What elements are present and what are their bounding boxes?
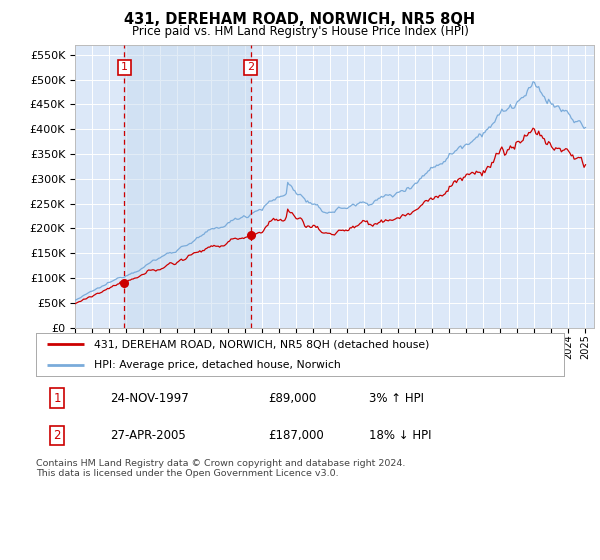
Text: 1: 1 bbox=[53, 391, 61, 405]
Text: 18% ↓ HPI: 18% ↓ HPI bbox=[368, 429, 431, 442]
Text: £89,000: £89,000 bbox=[268, 391, 317, 405]
Text: 24-NOV-1997: 24-NOV-1997 bbox=[110, 391, 188, 405]
Text: 431, DEREHAM ROAD, NORWICH, NR5 8QH: 431, DEREHAM ROAD, NORWICH, NR5 8QH bbox=[124, 12, 476, 27]
Text: HPI: Average price, detached house, Norwich: HPI: Average price, detached house, Norw… bbox=[94, 360, 341, 370]
Text: Price paid vs. HM Land Registry's House Price Index (HPI): Price paid vs. HM Land Registry's House … bbox=[131, 25, 469, 38]
Text: 431, DEREHAM ROAD, NORWICH, NR5 8QH (detached house): 431, DEREHAM ROAD, NORWICH, NR5 8QH (det… bbox=[94, 339, 430, 349]
Text: 1: 1 bbox=[121, 62, 128, 72]
Text: £187,000: £187,000 bbox=[268, 429, 324, 442]
Text: 27-APR-2005: 27-APR-2005 bbox=[110, 429, 185, 442]
Text: 3% ↑ HPI: 3% ↑ HPI bbox=[368, 391, 424, 405]
Text: Contains HM Land Registry data © Crown copyright and database right 2024.
This d: Contains HM Land Registry data © Crown c… bbox=[36, 459, 406, 478]
Bar bbox=[124, 45, 251, 328]
Text: 2: 2 bbox=[53, 429, 61, 442]
Text: 2: 2 bbox=[247, 62, 254, 72]
